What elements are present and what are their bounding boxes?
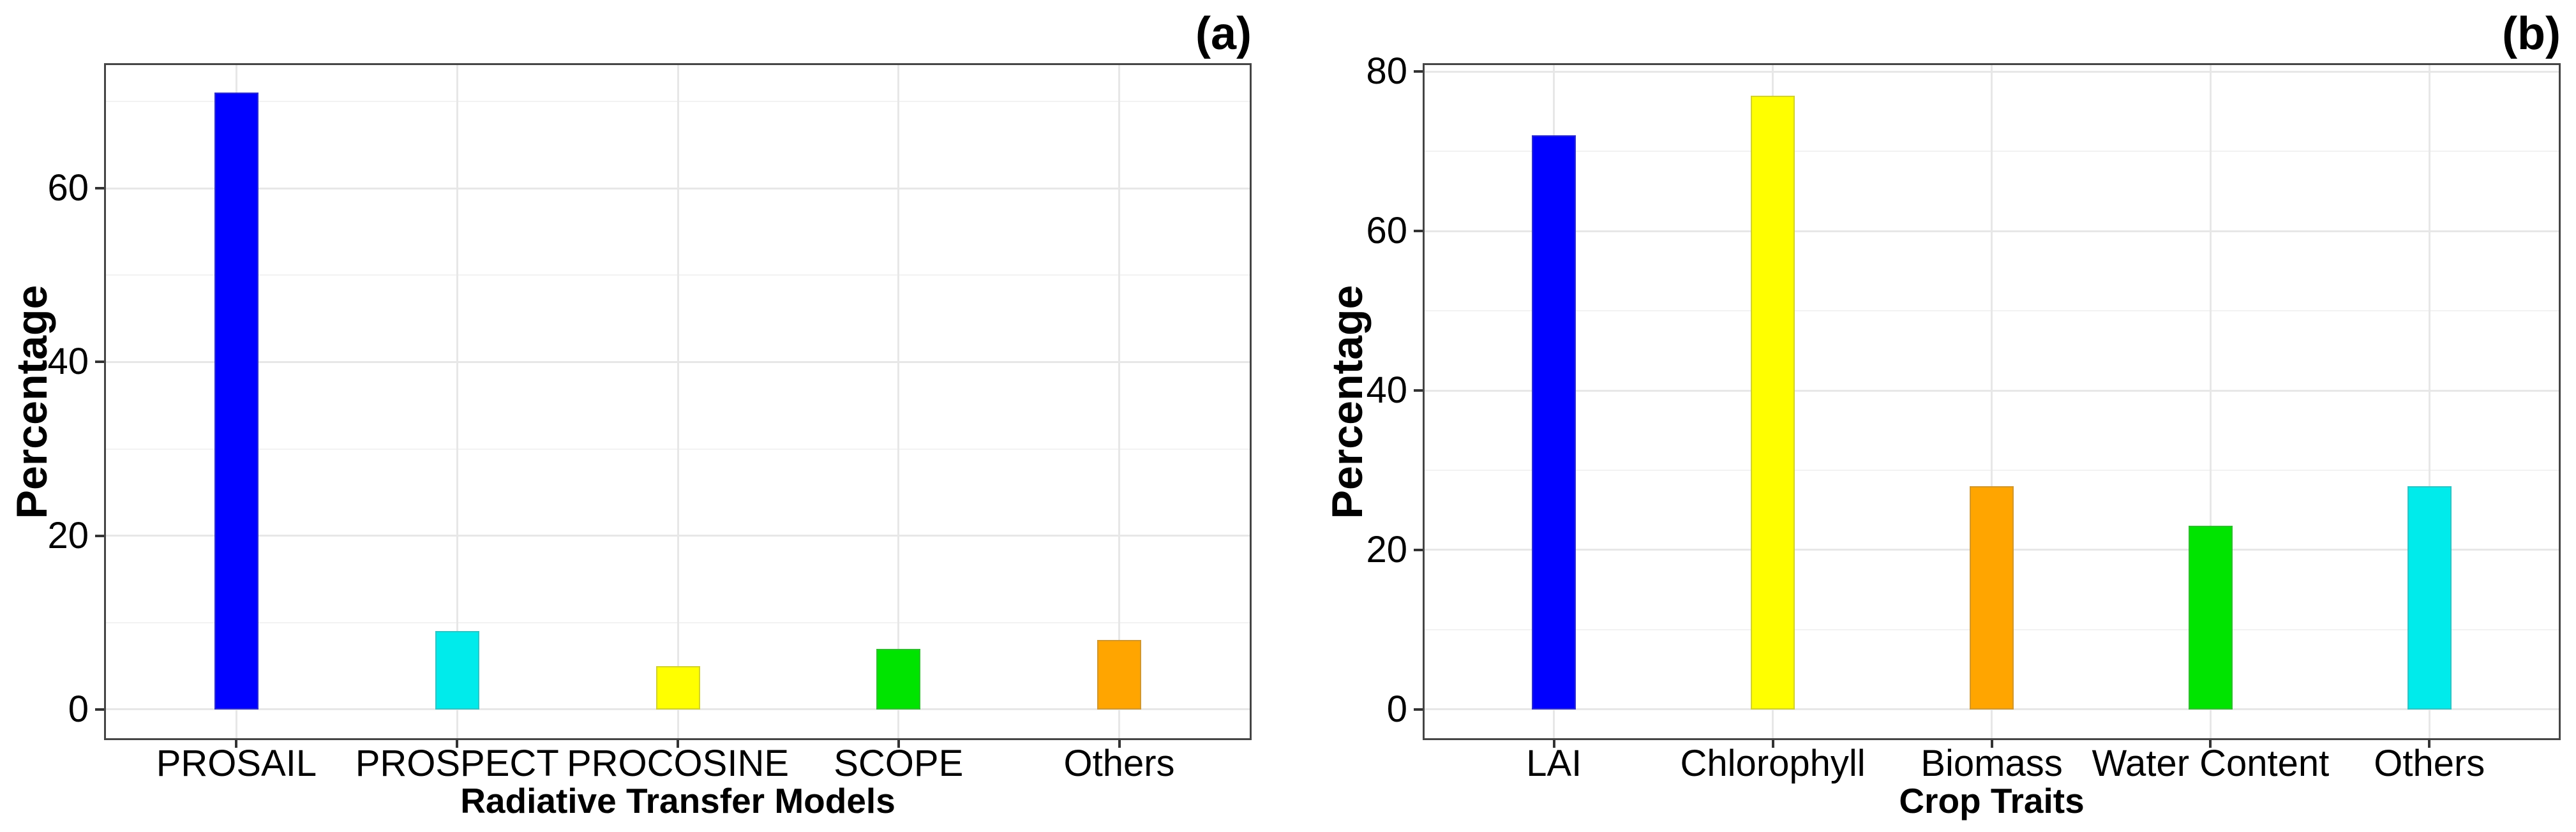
x-axis-tick-label: Water Content — [2092, 743, 2330, 784]
y-axis-tick-mark — [1414, 70, 1423, 73]
y-axis-tick-label: 40 — [47, 341, 89, 383]
y-axis-tick-label: 40 — [1366, 369, 1407, 411]
y-axis-tick-mark — [1414, 548, 1423, 551]
y-axis-tick-label: 20 — [1366, 528, 1407, 570]
y-axis-tick-mark — [95, 187, 104, 190]
x-axis-tick-label: Chlorophyll — [1680, 743, 1866, 784]
x-axis-tick-mark — [1552, 740, 1555, 748]
x-axis-tick-mark — [235, 740, 238, 748]
x-axis-tick-mark — [2428, 740, 2431, 748]
x-axis-title: Radiative Transfer Models — [460, 781, 895, 821]
bar-others — [1097, 640, 1141, 709]
y-axis-title: Percentage — [8, 285, 56, 519]
x-axis-tick-label: PROSAIL — [156, 743, 317, 784]
x-axis-tick-mark — [2209, 740, 2212, 748]
y-axis-tick-mark — [95, 708, 104, 711]
y-axis-tick-mark — [1414, 230, 1423, 233]
y-axis-tick-mark — [1414, 708, 1423, 711]
x-axis-tick-label: Others — [1063, 743, 1175, 784]
x-axis-title: Crop Traits — [1899, 781, 2085, 821]
panel-letter-label: (a) — [1195, 8, 1252, 59]
bar-procosine — [656, 665, 700, 709]
x-axis-tick-mark — [1771, 740, 1774, 748]
bar-water-content — [2189, 526, 2233, 709]
gridline-major-v — [677, 63, 679, 740]
x-axis-tick-label: LAI — [1526, 743, 1582, 784]
x-axis-tick-mark — [677, 740, 679, 748]
gridline-major-v — [2428, 63, 2430, 740]
x-axis-tick-label: PROCOSINE — [566, 743, 790, 784]
y-axis-title: Percentage — [1323, 285, 1372, 519]
y-axis-tick-label: 80 — [1366, 50, 1407, 93]
x-axis-tick-mark — [1990, 740, 1993, 748]
y-axis-tick-label: 0 — [1386, 688, 1407, 730]
y-axis-tick-label: 60 — [47, 167, 89, 209]
y-axis-tick-label: 60 — [1366, 210, 1407, 252]
bar-biomass — [1970, 486, 2014, 709]
panel-letter-label: (b) — [2502, 8, 2561, 59]
x-axis-tick-mark — [1118, 740, 1121, 748]
gridline-major-v — [1991, 63, 1993, 740]
x-axis-tick-mark — [456, 740, 459, 748]
x-axis-tick-label: Others — [2374, 743, 2485, 784]
bar-lai — [1532, 135, 1576, 709]
y-axis-tick-mark — [95, 534, 104, 537]
bar-prospect — [435, 631, 479, 709]
bar-chlorophyll — [1751, 95, 1795, 709]
bar-scope — [876, 648, 920, 709]
plot-panel-border — [104, 63, 1252, 740]
x-axis-tick-label: SCOPE — [834, 743, 964, 784]
bar-prosail — [214, 93, 258, 709]
x-axis-tick-mark — [897, 740, 900, 748]
gridline-major-v — [2209, 63, 2212, 740]
x-axis-tick-label: Biomass — [1921, 743, 2063, 784]
y-axis-tick-mark — [1414, 389, 1423, 392]
x-axis-tick-label: PROSPECT — [355, 743, 559, 784]
gridline-major-v — [897, 63, 900, 740]
y-axis-tick-label: 0 — [68, 688, 89, 730]
y-axis-tick-label: 20 — [47, 514, 89, 556]
gridline-major-v — [1118, 63, 1121, 740]
y-axis-tick-mark — [95, 360, 104, 364]
bar-others — [2408, 486, 2452, 709]
gridline-major-v — [456, 63, 458, 740]
plot-panel-border — [1423, 63, 2561, 740]
